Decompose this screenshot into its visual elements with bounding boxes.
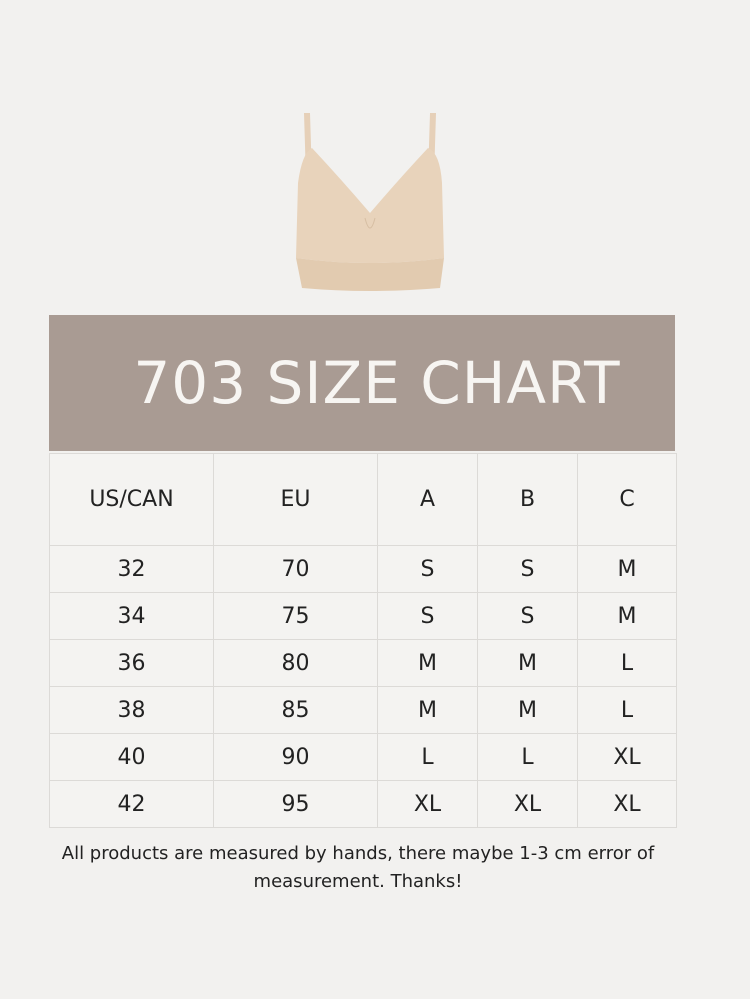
table-cell: 95 xyxy=(213,780,378,828)
table-cell: 85 xyxy=(213,686,378,734)
table-header-row: US/CAN EU A B C xyxy=(49,453,677,546)
product-image-bra xyxy=(296,113,444,291)
size-chart-table: US/CAN EU A B C 32 70 S S M 34 75 S S M 36 80 M M L 38 85 M M L… xyxy=(49,453,677,828)
table-cell: XL xyxy=(577,733,677,781)
table-cell: S xyxy=(377,592,478,640)
table-cell: 32 xyxy=(49,545,214,593)
table-cell: M xyxy=(477,686,578,734)
column-header: EU xyxy=(213,453,378,546)
measurement-note: All products are measured by hands, ther… xyxy=(0,840,716,896)
table-row: 40 90 L L XL xyxy=(49,733,677,781)
table-cell: L xyxy=(577,639,677,687)
table-cell: S xyxy=(477,592,578,640)
table-row: 32 70 S S M xyxy=(49,545,677,593)
table-cell: 36 xyxy=(49,639,214,687)
table-cell: XL xyxy=(577,780,677,828)
table-cell: 42 xyxy=(49,780,214,828)
table-row: 38 85 M M L xyxy=(49,686,677,734)
table-row: 36 80 M M L xyxy=(49,639,677,687)
table-cell: S xyxy=(377,545,478,593)
table-cell: 40 xyxy=(49,733,214,781)
table-cell: S xyxy=(477,545,578,593)
table-cell: L xyxy=(477,733,578,781)
table-row: 42 95 XL XL XL xyxy=(49,780,677,828)
column-header: A xyxy=(377,453,478,546)
table-cell: M xyxy=(377,639,478,687)
table-cell: XL xyxy=(477,780,578,828)
size-chart-title: 703 SIZE CHART xyxy=(133,349,621,417)
table-cell: 80 xyxy=(213,639,378,687)
table-cell: 38 xyxy=(49,686,214,734)
column-header: C xyxy=(577,453,677,546)
table-cell: M xyxy=(377,686,478,734)
table-cell: L xyxy=(377,733,478,781)
table-cell: 75 xyxy=(213,592,378,640)
table-cell: M xyxy=(577,592,677,640)
column-header: US/CAN xyxy=(49,453,214,546)
note-line-2: measurement. Thanks! xyxy=(253,871,463,892)
table-cell: XL xyxy=(377,780,478,828)
table-cell: 34 xyxy=(49,592,214,640)
table-cell: 90 xyxy=(213,733,378,781)
size-chart-title-banner: 703 SIZE CHART xyxy=(49,315,675,451)
column-header: B xyxy=(477,453,578,546)
table-cell: L xyxy=(577,686,677,734)
note-line-1: All products are measured by hands, ther… xyxy=(61,843,655,864)
table-cell: 70 xyxy=(213,545,378,593)
table-row: 34 75 S S M xyxy=(49,592,677,640)
table-cell: M xyxy=(577,545,677,593)
table-cell: M xyxy=(477,639,578,687)
